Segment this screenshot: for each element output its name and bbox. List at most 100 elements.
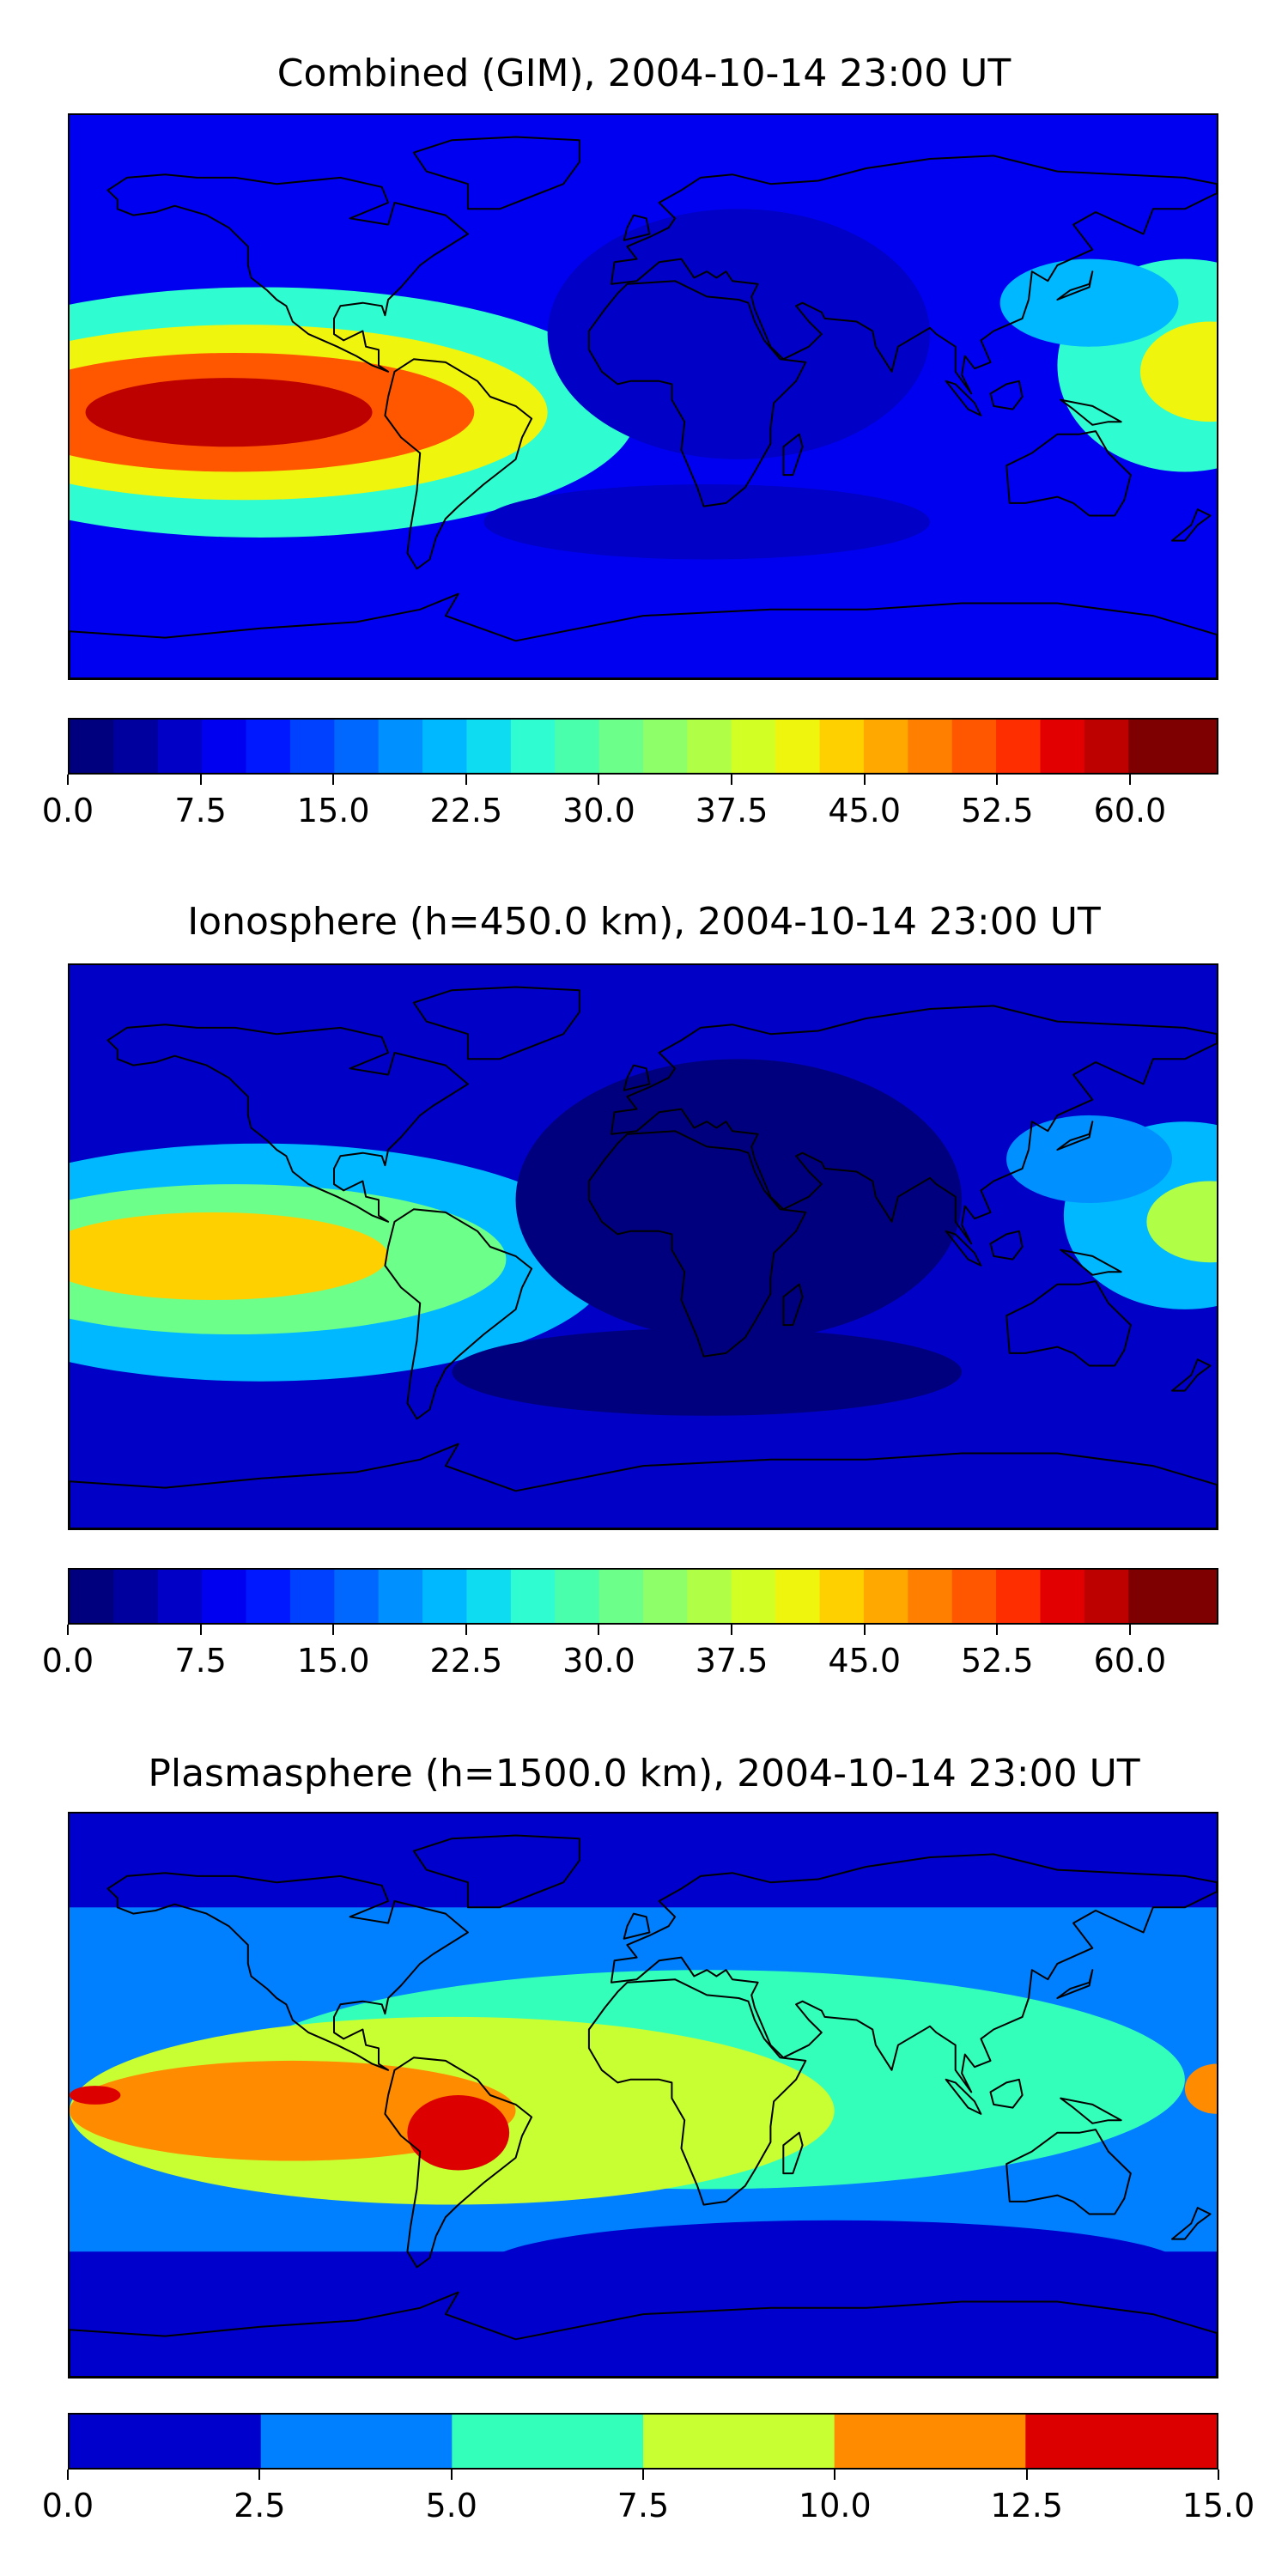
coastline-4 [610,155,1217,395]
colorbar-bin [1172,720,1218,773]
field-contour-5 [1139,321,1217,422]
colorbar-bin [378,720,423,773]
colorbar-tick-label: 60.0 [1093,1642,1167,1680]
field-contour-7 [547,209,930,459]
ionosphere-colorbar-ticks: 0.0 7.5 15.0 22.5 30.0 37.5 45.0 52.5 60.0 [42,1625,1218,1685]
colorbar-tick-label: 52.5 [960,1642,1034,1680]
coastline-11 [1171,1358,1212,1392]
colorbar-tick [67,2470,69,2480]
colorbar-tick [642,2470,644,2480]
colorbar-tick [598,1625,600,1635]
colorbar-tick-label: 2.5 [234,2487,286,2524]
coastline-2 [412,1834,580,1909]
coastline-9 [1060,398,1122,426]
coastline-3 [587,280,807,507]
colorbar-tick-label: 0.0 [41,792,94,829]
colorbar-tick-label: 12.5 [990,2487,1063,2524]
colorbar-tick [731,775,733,785]
plasmasphere-map [68,1812,1218,2379]
colorbar-bin [1040,1570,1085,1623]
colorbar-tick-label: 30.0 [562,1642,635,1680]
coastline-13 [70,1443,1217,1528]
coastline-9 [1060,1249,1122,1276]
colorbar-tick [332,1625,335,1635]
colorbar-tick [450,2470,453,2480]
combined-map [68,113,1218,680]
colorbar-bin [643,1570,688,1623]
colorbar-bin [555,1570,600,1623]
colorbar-tick [598,775,600,785]
colorbar-tick [1218,2470,1219,2480]
colorbar-tick-label: 60.0 [1093,792,1167,829]
ionosphere-colorbar [68,1568,1218,1625]
field-contour-7 [452,1327,963,1416]
coastline-2 [412,136,580,210]
colorbar-bin [510,720,556,773]
colorbar-tick-label: 10.0 [799,2487,872,2524]
colorbar-tick-label: 7.5 [617,2487,670,2524]
combined-colorbar [68,718,1218,775]
coastline-4 [610,1853,1217,2093]
colorbar-tick-label: 0.0 [41,2487,94,2524]
coastline-11 [1171,508,1212,542]
field-contour-3 [407,2095,510,2171]
colorbar-bin [289,1570,335,1623]
colorbar-bin [598,1570,644,1623]
colorbar-bin [1084,1570,1129,1623]
colorbar-tick-label: 37.5 [695,1642,769,1680]
coastline-6 [1056,1969,1094,1999]
colorbar-tick-label: 22.5 [429,1642,503,1680]
colorbar-bin [202,1570,247,1623]
colorbar-tick-label: 30.0 [562,792,635,829]
colorbar-bin [70,720,114,773]
coastline-12 [782,2131,804,2175]
field-contour-6 [515,1059,963,1341]
colorbar-bin [289,720,335,773]
colorbar-tick-label: 45.0 [828,1642,901,1680]
colorbar-bin [157,1570,203,1623]
colorbar-bin [731,720,776,773]
coastline-2 [412,986,580,1060]
colorbar-tick [863,1625,866,1635]
field-contour-2 [70,2060,516,2161]
field-contour-4 [70,2086,121,2105]
colorbar-tick [67,775,69,785]
combined-title: Combined (GIM), 2004-10-14 23:00 UT [276,52,1012,95]
field-contour-3 [85,378,373,447]
colorbar-tick [1128,1625,1131,1635]
colorbar-tick-label: 15.0 [296,792,370,829]
colorbar-bin [1025,2415,1218,2468]
colorbar-tick [731,1625,733,1635]
coastline-1 [384,358,533,570]
colorbar-bin [334,1570,380,1623]
colorbar-bin [202,720,247,773]
colorbar-bin [863,1570,908,1623]
colorbar-bin [452,2415,644,2468]
colorbar-bin [1128,1570,1174,1623]
coastline-12 [782,1283,804,1327]
colorbar-bin [260,2415,453,2468]
colorbar-tick [465,775,467,785]
coastline-6 [1056,1121,1094,1151]
coastline-13 [70,592,1217,678]
coastline-6 [1056,270,1094,301]
colorbar-bin [378,1570,423,1623]
coastline-1 [384,2057,533,2269]
colorbar-bin [466,720,512,773]
colorbar-tick-label: 7.5 [174,792,227,829]
colorbar-tick [199,775,202,785]
coastline-12 [782,433,804,477]
colorbar-tick-label: 45.0 [828,792,901,829]
colorbar-bin [687,1570,732,1623]
colorbar-bin [775,1570,821,1623]
coastline-7 [945,2078,982,2115]
combined-colorbar-ticks: 0.0 7.5 15.0 22.5 30.0 37.5 45.0 52.5 60.0 [42,775,1218,835]
coastline-8 [989,1230,1024,1261]
plasmasphere-colorbar-ticks: 0.0 2.5 5.0 7.5 10.0 12.5 15.0 [42,2470,1255,2530]
colorbar-bin [70,2415,262,2468]
colorbar-bin [908,1570,953,1623]
coastline-1 [384,1208,533,1420]
colorbar-tick-label: 5.0 [425,2487,477,2524]
colorbar-tick-label: 15.0 [296,1642,370,1680]
coastline-10 [1005,1280,1132,1367]
